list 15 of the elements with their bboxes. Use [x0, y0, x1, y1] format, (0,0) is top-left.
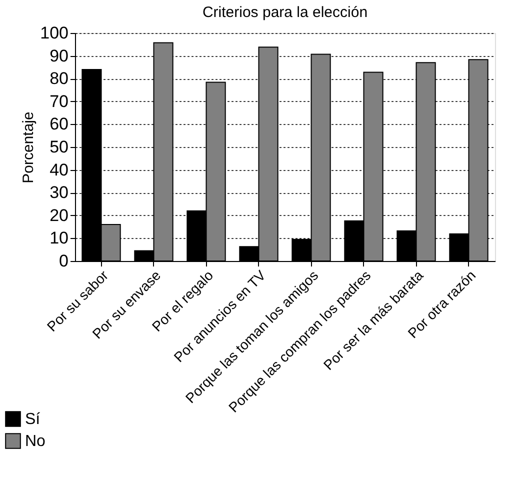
y-tick-label: 50 [50, 138, 68, 156]
legend-label: No [25, 433, 46, 450]
y-tick-label: 40 [50, 160, 68, 180]
y-tick-label: 80 [50, 69, 68, 88]
y-tick-label: 0 [59, 252, 68, 270]
y-tick-label: 10 [50, 228, 68, 248]
y-tick-label: 100 [40, 24, 68, 42]
legend-label: Sí [25, 411, 41, 428]
chart-title: Criterios para la elección [202, 4, 368, 21]
y-tick-label: 20 [50, 206, 68, 225]
y-tick-label: 30 [50, 183, 68, 202]
y-tick-label: 90 [50, 46, 68, 66]
y-tick-label: 60 [50, 114, 68, 134]
y-axis-title: Porcentaje [20, 112, 38, 184]
y-tick-label: 70 [50, 92, 68, 111]
